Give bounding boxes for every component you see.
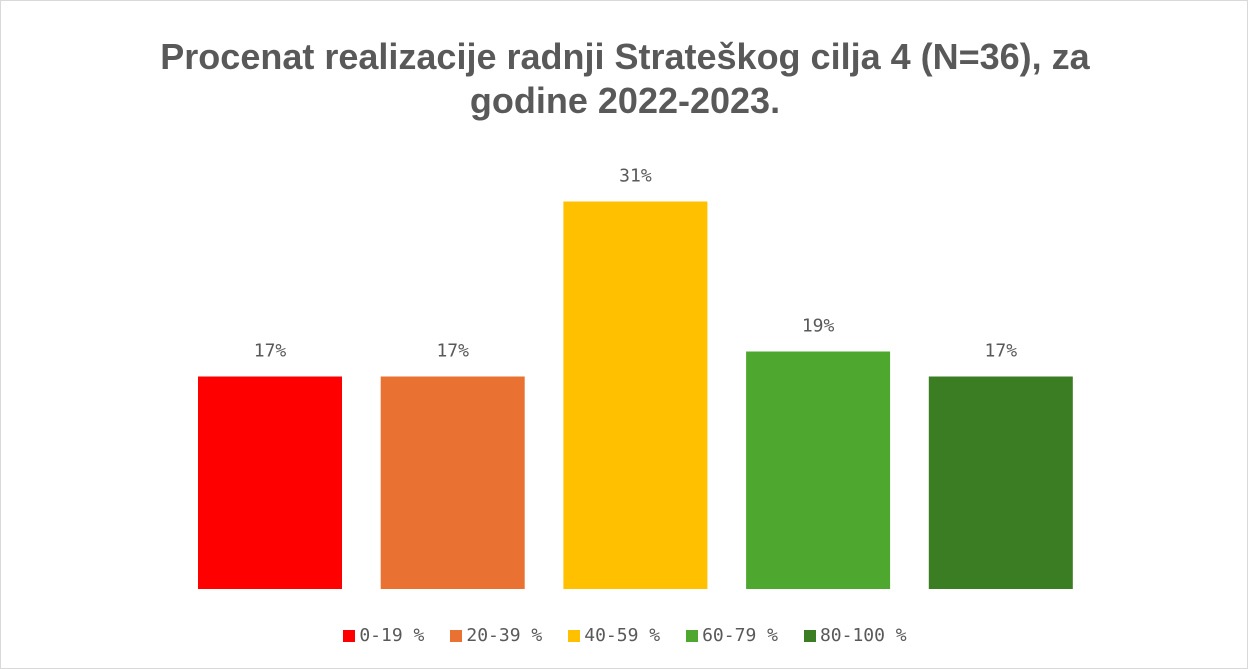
legend-item: 40-59 % (568, 625, 660, 646)
bar (746, 351, 891, 589)
legend-item: 20-39 % (450, 625, 542, 646)
legend-swatch (803, 629, 816, 642)
legend-item: 80-100 % (803, 625, 907, 646)
legend-label: 20-39 % (466, 625, 543, 646)
legend-label: 80-100 % (819, 625, 907, 646)
value-label: 19% (802, 316, 835, 337)
value-label: 17% (436, 341, 469, 362)
legend-label: 60-79 % (702, 625, 778, 646)
legend-swatch (450, 629, 463, 642)
legend-label: 40-59 % (584, 625, 661, 646)
legend-item: 0-19 % (343, 625, 424, 646)
bar (380, 376, 525, 589)
legend: 0-19 % 20-39 % 40-59 % 60-79 % 80-100 % (1, 625, 1248, 646)
bar (198, 376, 342, 589)
legend-swatch (568, 629, 581, 642)
legend-item: 60-79 % (686, 625, 778, 646)
legend-label: 0-19 % (359, 625, 425, 646)
legend-swatch (686, 629, 699, 642)
value-label: 17% (985, 341, 1018, 362)
value-label: 31% (619, 166, 652, 187)
chart-title: Procenat realizacije radnji Strateškog c… (160, 36, 1090, 121)
bar (563, 201, 708, 589)
value-label: 17% (254, 341, 287, 362)
legend-swatch (343, 629, 356, 642)
bar (928, 376, 1073, 589)
